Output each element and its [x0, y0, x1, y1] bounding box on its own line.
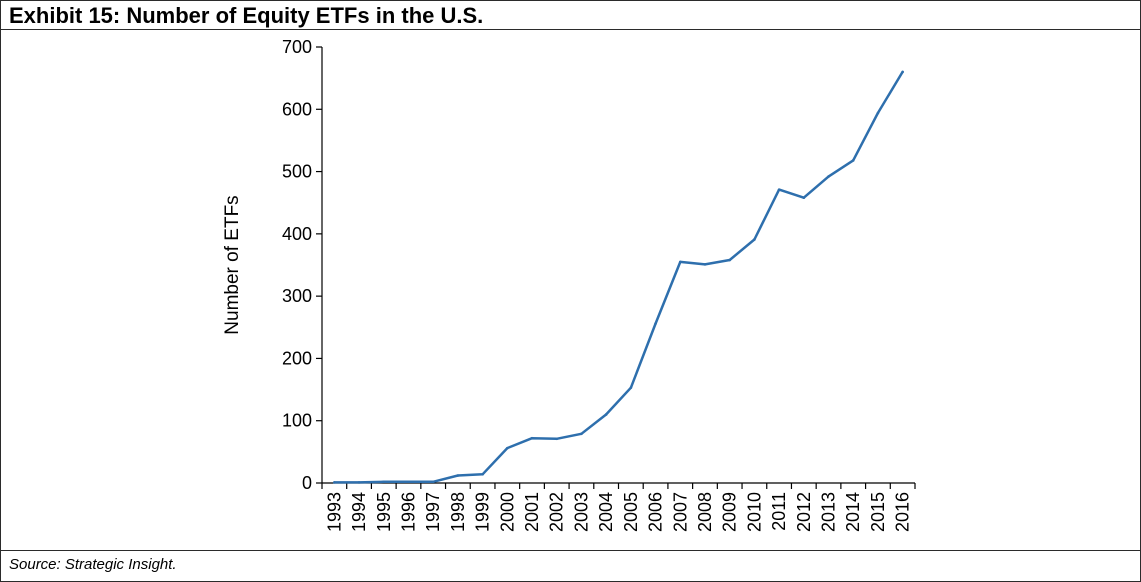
- x-tick-label: 1998: [448, 492, 468, 532]
- x-tick-label: 2005: [621, 492, 641, 532]
- x-tick-label: 2000: [497, 492, 517, 532]
- y-tick-label: 300: [282, 286, 312, 306]
- exhibit-title: Exhibit 15: Number of Equity ETFs in the…: [9, 3, 484, 28]
- data-point: [506, 446, 509, 450]
- data-point: [654, 322, 657, 325]
- x-tick-label: 2011: [769, 492, 789, 531]
- data-point: [456, 474, 460, 477]
- x-tick-label: 2008: [695, 492, 715, 532]
- data-point: [580, 432, 583, 436]
- data-point: [777, 188, 781, 191]
- x-tick-label: 2009: [720, 492, 740, 532]
- source-divider: [0, 550, 1141, 551]
- data-point: [876, 111, 880, 115]
- x-tick-label: 2003: [571, 492, 591, 532]
- x-tick-label: 2006: [646, 492, 666, 532]
- data-point: [901, 70, 904, 74]
- series-layer: [333, 70, 904, 484]
- y-tick-label: 700: [282, 37, 312, 57]
- x-tick-label: 2004: [596, 492, 616, 532]
- data-point: [604, 413, 608, 416]
- source-note: Source: Strategic Insight.: [9, 556, 177, 573]
- data-point: [333, 481, 336, 484]
- data-point: [678, 260, 682, 264]
- x-tick-label: 2010: [744, 492, 764, 532]
- x-axis: 1993 1994 1995 1996 1997 1998 1999 2000 2001 2002…: [321, 482, 916, 532]
- x-tick-label: 2012: [794, 492, 814, 532]
- data-point: [753, 238, 756, 241]
- y-tick-label: 400: [282, 224, 312, 244]
- x-tick-label: 1997: [423, 492, 443, 532]
- title-divider: [0, 29, 1141, 30]
- x-tick-label: 1994: [349, 492, 369, 532]
- data-point: [382, 480, 386, 484]
- data-point: [728, 258, 731, 262]
- y-tick-label: 500: [282, 162, 312, 182]
- x-tick-label: 2014: [843, 492, 863, 532]
- y-tick-label: 200: [282, 348, 312, 368]
- x-tick-label: 2013: [819, 492, 839, 532]
- data-point: [357, 481, 361, 484]
- x-tick-label: 2015: [868, 492, 888, 532]
- y-tick-label: 600: [282, 99, 312, 119]
- x-tick-label: 2002: [547, 492, 567, 532]
- data-point: [827, 175, 830, 178]
- x-tick-label: 1995: [374, 492, 394, 532]
- data-point: [802, 196, 806, 200]
- x-tick-label: 2016: [893, 492, 913, 532]
- y-tick-label: 100: [282, 411, 312, 431]
- data-point: [629, 386, 633, 390]
- y-tick-label: 0: [302, 473, 312, 493]
- x-tick-label: 2001: [522, 492, 542, 532]
- data-point: [851, 159, 855, 162]
- data-point: [407, 480, 410, 484]
- x-tick-label: 1993: [324, 492, 344, 532]
- y-axis: 0 100 200 300 400 500 600 700: [282, 37, 323, 493]
- data-point: [530, 436, 534, 440]
- y-axis-title: Number of ETFs: [222, 195, 243, 334]
- data-point: [703, 263, 707, 266]
- x-tick-label: 2007: [670, 492, 690, 532]
- data-point: [481, 472, 484, 476]
- x-tick-label: 1996: [398, 492, 418, 532]
- data-point: [431, 480, 435, 484]
- data-point: [555, 437, 559, 441]
- series-line: [333, 70, 904, 484]
- x-tick-label: 1999: [473, 492, 493, 532]
